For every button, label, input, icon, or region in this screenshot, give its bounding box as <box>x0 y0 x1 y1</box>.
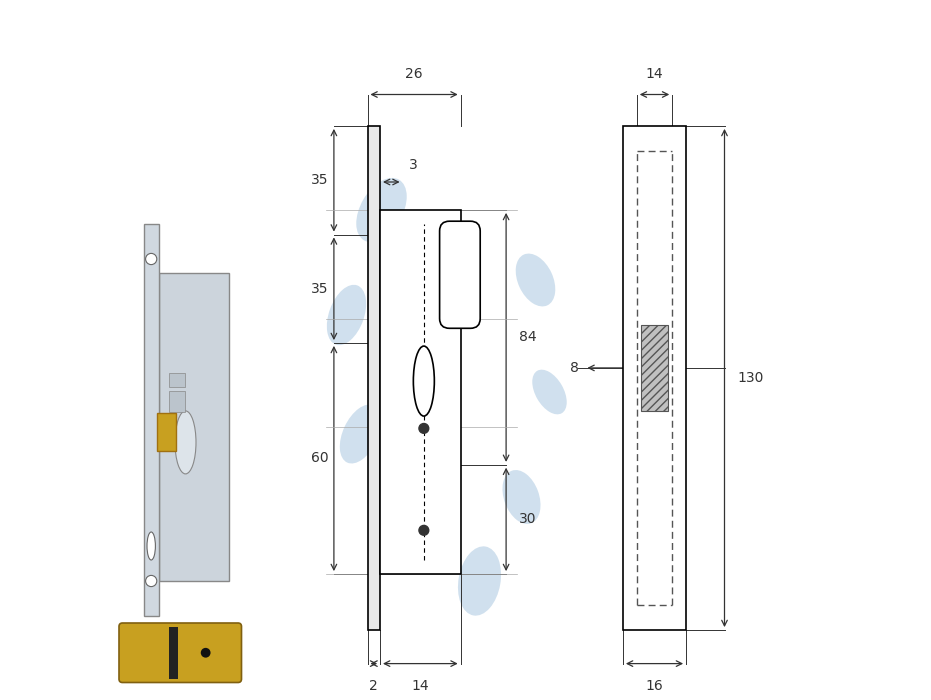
Text: 2: 2 <box>370 679 378 693</box>
Circle shape <box>419 526 429 536</box>
Bar <box>143 224 159 616</box>
Bar <box>156 413 176 452</box>
Bar <box>169 391 184 412</box>
Circle shape <box>419 424 429 433</box>
Ellipse shape <box>175 411 196 474</box>
Bar <box>368 126 380 630</box>
Text: 16: 16 <box>645 679 664 693</box>
Text: 30: 30 <box>519 512 536 526</box>
Bar <box>169 626 178 679</box>
Ellipse shape <box>327 285 366 345</box>
Text: 26: 26 <box>405 66 423 80</box>
Bar <box>169 373 184 387</box>
Bar <box>380 210 461 574</box>
Text: 84: 84 <box>519 330 536 344</box>
Ellipse shape <box>387 498 432 566</box>
Ellipse shape <box>503 470 541 524</box>
Text: 35: 35 <box>311 282 329 296</box>
Bar <box>641 325 668 411</box>
Circle shape <box>145 575 156 587</box>
FancyBboxPatch shape <box>439 221 480 328</box>
Bar <box>159 273 229 581</box>
Bar <box>623 126 686 630</box>
FancyBboxPatch shape <box>119 623 241 682</box>
Text: 8: 8 <box>570 361 578 375</box>
Ellipse shape <box>533 370 567 414</box>
Ellipse shape <box>357 178 407 242</box>
Text: 14: 14 <box>646 66 663 80</box>
Ellipse shape <box>458 546 501 616</box>
Ellipse shape <box>516 253 555 307</box>
Text: 35: 35 <box>311 174 329 187</box>
Text: 60: 60 <box>311 452 329 466</box>
Circle shape <box>145 253 156 265</box>
Text: 14: 14 <box>412 679 429 693</box>
Text: 130: 130 <box>737 371 763 385</box>
Ellipse shape <box>413 346 435 416</box>
Ellipse shape <box>340 405 381 463</box>
Text: 3: 3 <box>410 158 418 172</box>
Ellipse shape <box>147 532 155 560</box>
Circle shape <box>201 648 210 658</box>
